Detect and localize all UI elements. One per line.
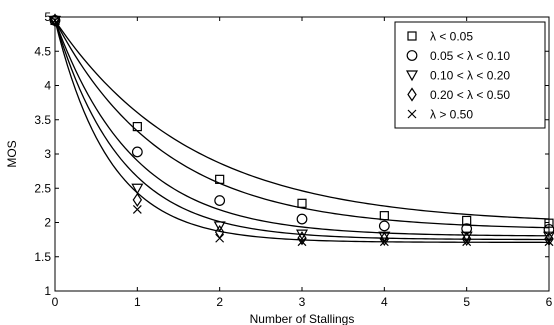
legend-marker-2 [406, 50, 418, 61]
legend: λ < 0.05 0.05 < λ < 0.10 0.10 < λ < 0.20 0.… [394, 21, 546, 129]
data-point-series-5 [379, 237, 389, 247]
x-axis-label: Number of Stallings [250, 312, 355, 325]
data-point-series-5 [215, 233, 225, 243]
data-point-series-5 [132, 205, 142, 214]
y-tick-label: 1 [44, 284, 51, 298]
y-axis-label: MOS [5, 140, 19, 167]
x-tick-label: 6 [546, 295, 553, 309]
legend-label-3: 0.10 < λ < 0.20 [430, 69, 510, 83]
data-point-series-1 [297, 198, 307, 208]
x-tick-label: 5 [463, 295, 470, 309]
legend-marker-5 [407, 109, 417, 119]
series-line-4 [54, 20, 549, 241]
y-tick-label: 4.5 [34, 44, 51, 58]
axis-ticks: 0 1 2 3 4 5 611.522.533.544.55 [34, 10, 552, 309]
data-point-series-5 [50, 16, 60, 25]
data-point-series-3 [213, 221, 226, 233]
data-point-series-3 [131, 183, 144, 195]
legend-marker-4 [407, 87, 417, 102]
data-point-series-5 [462, 237, 472, 247]
data-point-series-3 [48, 15, 62, 27]
x-tick-label: 0 [52, 295, 59, 309]
data-point-series-2 [131, 146, 143, 158]
data-point-series-5 [544, 237, 554, 247]
series-line-1 [54, 20, 550, 220]
legend-marker-3 [405, 70, 419, 82]
y-tick-label: 2.5 [34, 181, 51, 195]
data-point-series-1 [462, 215, 472, 226]
legend-label-5: λ > 0.50 [430, 108, 473, 122]
x-tick-label: 1 [134, 295, 141, 309]
data-point-series-1 [379, 211, 389, 221]
x-tick-label: 2 [216, 295, 223, 309]
series-line-3 [54, 20, 550, 237]
data-point-series-2 [214, 195, 226, 206]
data-point-series-1 [132, 121, 142, 132]
legend-box [394, 21, 546, 129]
y-tick-label: 2 [44, 216, 51, 230]
y-tick-label: 4 [44, 79, 51, 93]
x-tick-label: 3 [299, 295, 306, 309]
legend-label-2: 0.05 < λ < 0.10 [430, 49, 510, 63]
data-point-series-4 [297, 231, 307, 246]
data-point-series-5 [297, 237, 307, 247]
data-point-series-4 [544, 231, 554, 247]
data-point-series-2 [296, 213, 308, 225]
y-tick-label: 1.5 [34, 250, 51, 264]
legend-label-4: 0.20 < λ < 0.50 [430, 88, 510, 102]
y-tick-label: 5 [44, 10, 51, 24]
x-tick-label: 4 [381, 295, 388, 309]
legend-label-1: λ < 0.05 [430, 30, 473, 44]
data-point-series-3 [295, 229, 309, 241]
series-markers [48, 13, 554, 247]
data-point-series-4 [132, 192, 143, 207]
data-point-series-4 [461, 231, 472, 247]
legend-marker-1 [407, 31, 417, 41]
data-point-series-2 [378, 220, 390, 232]
data-point-series-1 [215, 174, 225, 184]
data-point-series-4 [379, 231, 390, 247]
y-tick-label: 3.5 [34, 113, 51, 127]
data-point-series-1 [544, 218, 554, 228]
y-tick-label: 3 [44, 147, 51, 161]
